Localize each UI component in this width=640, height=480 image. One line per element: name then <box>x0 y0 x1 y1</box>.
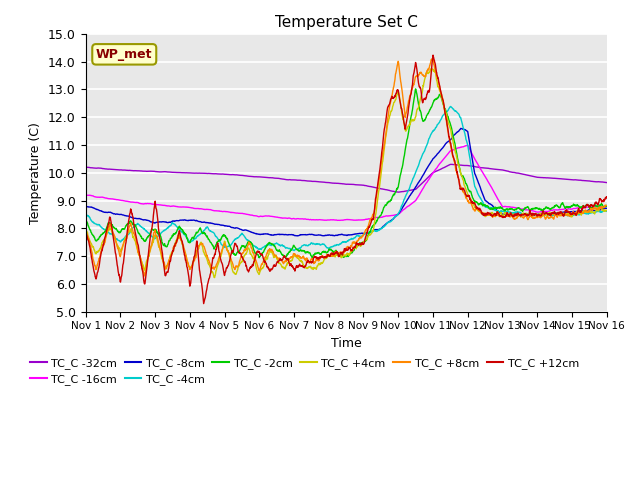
TC_C +12cm <box>200 300 207 306</box>
TC_C -32cm <box>321 180 329 185</box>
Line: TC_C -4cm: TC_C -4cm <box>86 107 607 251</box>
Line: TC_C +12cm: TC_C +12cm <box>86 55 607 303</box>
TC_C +4cm <box>211 275 218 280</box>
TC_C +4cm <box>588 209 596 215</box>
TC_C -4cm <box>335 242 343 248</box>
Line: TC_C -32cm: TC_C -32cm <box>86 164 607 192</box>
TC_C +4cm <box>335 253 343 259</box>
Text: WP_met: WP_met <box>96 48 152 61</box>
TC_C -32cm <box>448 161 456 167</box>
TC_C -2cm <box>588 204 596 210</box>
TC_C -32cm <box>82 165 90 170</box>
TC_C -2cm <box>603 204 611 209</box>
X-axis label: Time: Time <box>331 337 362 350</box>
TC_C -4cm <box>588 210 596 216</box>
TC_C +4cm <box>108 230 116 236</box>
TC_C +12cm <box>588 203 596 209</box>
TC_C +8cm <box>588 206 596 212</box>
TC_C -8cm <box>588 207 596 213</box>
TC_C +8cm <box>108 227 116 233</box>
TC_C +4cm <box>588 209 596 215</box>
TC_C -32cm <box>493 167 500 172</box>
TC_C +12cm <box>429 52 437 58</box>
TC_C -16cm <box>463 142 471 148</box>
TC_C +8cm <box>321 254 329 260</box>
TC_C -2cm <box>82 217 90 223</box>
Y-axis label: Temperature (C): Temperature (C) <box>29 122 42 224</box>
TC_C -16cm <box>493 193 500 199</box>
TC_C -8cm <box>493 207 500 213</box>
TC_C -32cm <box>603 180 611 185</box>
TC_C -16cm <box>335 217 343 223</box>
TC_C -2cm <box>321 250 329 255</box>
TC_C -2cm <box>493 206 500 212</box>
TC_C +4cm <box>493 210 500 216</box>
TC_C +12cm <box>493 213 500 218</box>
TC_C -8cm <box>457 126 465 132</box>
TC_C +8cm <box>82 227 90 232</box>
TC_C -8cm <box>588 207 596 213</box>
TC_C -8cm <box>603 205 611 211</box>
TC_C -16cm <box>588 204 596 210</box>
TC_C +4cm <box>321 256 329 262</box>
TC_C -8cm <box>293 233 301 239</box>
TC_C -32cm <box>394 189 402 195</box>
TC_C -16cm <box>82 192 90 198</box>
TC_C -4cm <box>588 210 596 216</box>
TC_C -2cm <box>412 86 419 92</box>
Line: TC_C -2cm: TC_C -2cm <box>86 89 607 258</box>
TC_C -4cm <box>447 104 454 109</box>
TC_C -4cm <box>291 248 298 253</box>
TC_C +4cm <box>427 66 435 72</box>
TC_C -16cm <box>588 204 596 210</box>
TC_C +12cm <box>588 202 596 208</box>
TC_C -16cm <box>603 204 611 209</box>
TC_C -8cm <box>321 233 329 239</box>
TC_C +12cm <box>108 226 116 232</box>
TC_C -2cm <box>335 252 343 257</box>
TC_C -32cm <box>588 179 596 184</box>
TC_C +12cm <box>603 194 611 200</box>
TC_C -8cm <box>335 232 343 238</box>
Legend: TC_C -32cm, TC_C -16cm, TC_C -8cm, TC_C -4cm, TC_C -2cm, TC_C +4cm, TC_C +8cm, T: TC_C -32cm, TC_C -16cm, TC_C -8cm, TC_C … <box>26 353 583 389</box>
TC_C -32cm <box>588 179 596 184</box>
TC_C -2cm <box>255 255 263 261</box>
TC_C +12cm <box>321 254 329 260</box>
Line: TC_C -16cm: TC_C -16cm <box>86 145 607 220</box>
TC_C -4cm <box>108 231 116 237</box>
TC_C -32cm <box>108 167 116 172</box>
TC_C +4cm <box>603 207 611 213</box>
TC_C -2cm <box>108 222 116 228</box>
TC_C +12cm <box>335 253 343 259</box>
TC_C -32cm <box>335 180 343 186</box>
TC_C -16cm <box>108 196 116 202</box>
Line: TC_C +8cm: TC_C +8cm <box>86 59 607 276</box>
TC_C +8cm <box>493 212 500 217</box>
TC_C -16cm <box>321 217 329 223</box>
Line: TC_C +4cm: TC_C +4cm <box>86 69 607 277</box>
TC_C -8cm <box>82 204 90 209</box>
TC_C +12cm <box>82 226 90 231</box>
TC_C +8cm <box>141 273 148 279</box>
TC_C +8cm <box>588 207 596 213</box>
TC_C +8cm <box>335 250 343 256</box>
TC_C -16cm <box>335 217 343 223</box>
TC_C -4cm <box>603 208 611 214</box>
Line: TC_C -8cm: TC_C -8cm <box>86 129 607 236</box>
TC_C -4cm <box>321 243 329 249</box>
TC_C -2cm <box>588 205 596 211</box>
TC_C -4cm <box>82 212 90 217</box>
TC_C +8cm <box>603 203 611 208</box>
TC_C -8cm <box>108 210 116 216</box>
TC_C +8cm <box>428 56 436 62</box>
TC_C -4cm <box>493 208 500 214</box>
Title: Temperature Set C: Temperature Set C <box>275 15 417 30</box>
TC_C +4cm <box>82 225 90 231</box>
